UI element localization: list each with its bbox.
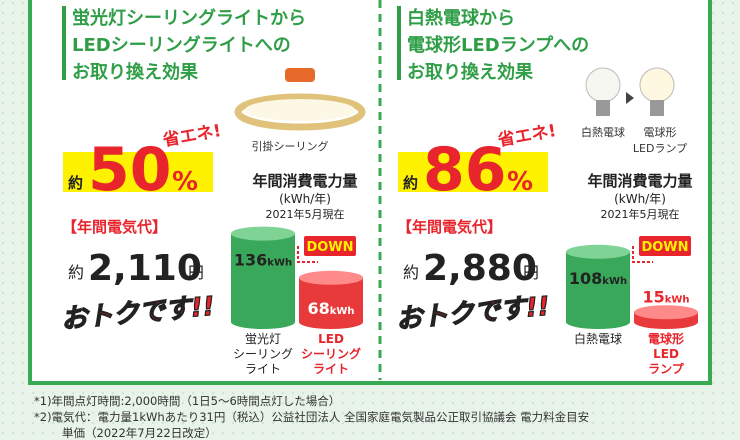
panel-title: 白熱電球から: [407, 7, 515, 29]
cylinder-top: [299, 270, 363, 285]
bulb: [585, 67, 621, 103]
cylinder-top: [231, 226, 295, 241]
cost-amount: 2,110: [88, 248, 202, 289]
cost-heading: 【年間電気代】: [397, 218, 502, 236]
cost-unit: 円: [188, 263, 204, 282]
bar-value-number: 68: [307, 299, 329, 318]
savings-unit: %: [172, 167, 198, 197]
footnote: *1)年間点灯時間:2,000時間（1日5～6時間点灯した場合）: [34, 394, 340, 408]
bar-value: 15kWh: [642, 287, 689, 306]
bar-value: 108kWh: [569, 269, 627, 288]
cost-heading: 【年間電気代】: [62, 218, 167, 236]
as-of: 2021年5月現在: [601, 207, 680, 221]
cylinder-top: [566, 244, 630, 259]
bar-label: LED: [653, 347, 679, 361]
cost-prefix: 約: [403, 263, 419, 282]
title-accent: [62, 6, 66, 80]
bar-label: シーリング: [301, 346, 361, 361]
energy-unit: (kWh/年): [614, 192, 666, 206]
footnote: *2)電気代：電力量1kWhあたり31円（税込）公益社団法人 全国家庭電気製品公…: [34, 410, 589, 424]
bar-label: 電球形: [648, 331, 684, 346]
product-label: 電球形: [644, 125, 677, 139]
energy-heading: 年間消費電力量: [252, 172, 357, 190]
as-of: 2021年5月現在: [266, 207, 345, 221]
bar-value-unit: kWh: [665, 294, 690, 305]
bar-value-number: 15: [642, 287, 664, 306]
bar-value-unit: kWh: [602, 276, 627, 287]
bar-value-unit: kWh: [330, 306, 355, 317]
bar-label: シーリング: [233, 347, 293, 361]
down-badge: [304, 236, 356, 256]
cylinder: [566, 251, 630, 322]
bar-value: 68kWh: [307, 299, 354, 318]
bulb-base: [650, 100, 664, 116]
bar-value-number: 108: [569, 269, 602, 288]
bar-label: ライト: [245, 362, 281, 376]
panel-title: LEDシーリングライトへの: [72, 34, 291, 56]
down-badge: [639, 236, 691, 256]
cost-prefix: 約: [68, 263, 84, 282]
panel-title: 蛍光灯シーリングライトから: [72, 7, 306, 29]
savings-prefix: 約: [403, 174, 418, 192]
savings-band: [398, 152, 548, 192]
panel-title: 電球形LEDランプへの: [407, 34, 589, 56]
lamp-inner: [245, 99, 355, 121]
bulb: [639, 67, 675, 103]
savings-value: 86: [423, 135, 507, 205]
bar-label: ランプ: [648, 361, 685, 376]
bar-value: 136kWh: [234, 251, 292, 270]
product-label: 白熱電球: [581, 125, 625, 139]
savings-band: [63, 152, 213, 192]
lamp-ring: [234, 93, 366, 131]
panel-title: お取り換え効果: [407, 61, 534, 83]
cylinder: [231, 233, 295, 322]
bar-value-number: 136: [234, 251, 267, 270]
bar-label: 白熱電球: [574, 331, 622, 346]
bar-value-unit: kWh: [267, 258, 292, 269]
cost-amount: 2,880: [423, 248, 537, 289]
panel-title: お取り換え効果: [72, 61, 199, 83]
title-accent: [397, 6, 401, 80]
cylinder-top: [634, 305, 698, 320]
down-label: DOWN: [306, 240, 353, 255]
energy-heading: 年間消費電力量: [587, 172, 692, 190]
arrow: [626, 92, 634, 104]
lamp-socket: [285, 68, 315, 82]
energy-unit: (kWh/年): [279, 192, 331, 206]
bulb-base: [596, 100, 610, 116]
bar-label: LED: [318, 332, 344, 346]
bar-label: 蛍光灯: [245, 332, 281, 346]
footnote: 単価（2022年7月22日改定）: [62, 426, 217, 440]
cost-unit: 円: [523, 263, 539, 282]
product-label: 引掛シーリング: [252, 139, 329, 153]
down-arrow: [297, 246, 318, 263]
savings-prefix: 約: [68, 174, 83, 192]
savings-value: 50: [88, 135, 172, 205]
savings-unit: %: [507, 167, 533, 197]
product-label: LEDランプ: [633, 142, 687, 155]
cylinder: [299, 277, 363, 322]
down-label: DOWN: [641, 240, 688, 255]
bar-label: ライト: [313, 362, 349, 376]
down-arrow: [632, 246, 653, 263]
